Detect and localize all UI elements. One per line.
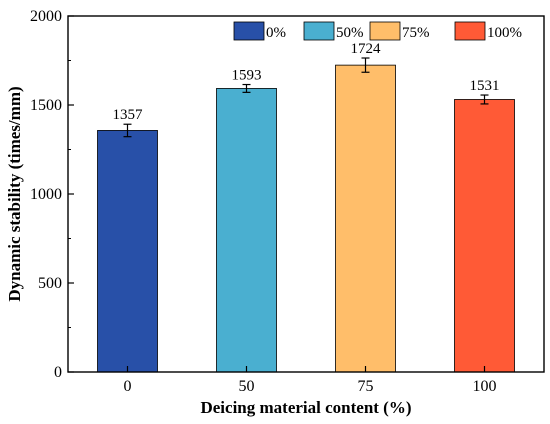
x-tick-label: 75	[358, 378, 374, 395]
data-label-50: 1593	[232, 68, 262, 84]
x-axis-ticks: 0 50 75 100	[124, 366, 497, 395]
legend-item-2: 75%	[369, 21, 430, 41]
y-tick-label: 1000	[30, 186, 62, 203]
legend-label: 0%	[266, 25, 286, 41]
error-bar-50	[242, 83, 251, 93]
error-bars-layer	[123, 57, 489, 138]
y-axis-title: Dynamic stability (times/mm)	[5, 86, 24, 301]
data-label-100: 1531	[470, 78, 500, 94]
legend-item-3: 100%	[454, 21, 522, 41]
legend-label: 50%	[336, 25, 364, 41]
legend-swatch	[454, 21, 486, 41]
bar-75	[335, 64, 396, 373]
bars-layer	[97, 64, 515, 373]
data-labels-layer: 1357 1593 1724 1531	[113, 41, 500, 123]
legend-item-0: 0%	[233, 21, 286, 41]
x-axis-title: Deicing material content (%)	[200, 398, 411, 417]
error-bar-0	[123, 123, 132, 138]
error-bar-100	[480, 94, 489, 105]
legend-swatch	[303, 21, 335, 41]
legend-swatch	[233, 21, 265, 41]
x-tick-label: 0	[124, 378, 132, 395]
x-tick-label: 100	[473, 378, 497, 395]
legend-swatch	[369, 21, 401, 41]
data-label-75: 1724	[351, 41, 382, 57]
x-tick-label: 50	[239, 378, 255, 395]
bar-100	[454, 99, 515, 373]
y-axis-ticks: 0 500 1000 1500 2000	[30, 8, 74, 381]
bar-50	[216, 88, 277, 373]
error-bar-75	[361, 57, 370, 73]
legend-label: 100%	[487, 25, 522, 41]
y-tick-label: 1500	[30, 97, 62, 114]
legend-item-1: 50%	[303, 21, 364, 41]
bar-0	[97, 130, 158, 373]
y-tick-label: 0	[54, 364, 62, 381]
y-tick-label: 2000	[30, 8, 62, 25]
legend-label: 75%	[402, 25, 430, 41]
y-tick-label: 500	[38, 275, 62, 292]
legend: 0% 50% 75% 100%	[233, 21, 522, 41]
data-label-0: 1357	[113, 107, 144, 123]
